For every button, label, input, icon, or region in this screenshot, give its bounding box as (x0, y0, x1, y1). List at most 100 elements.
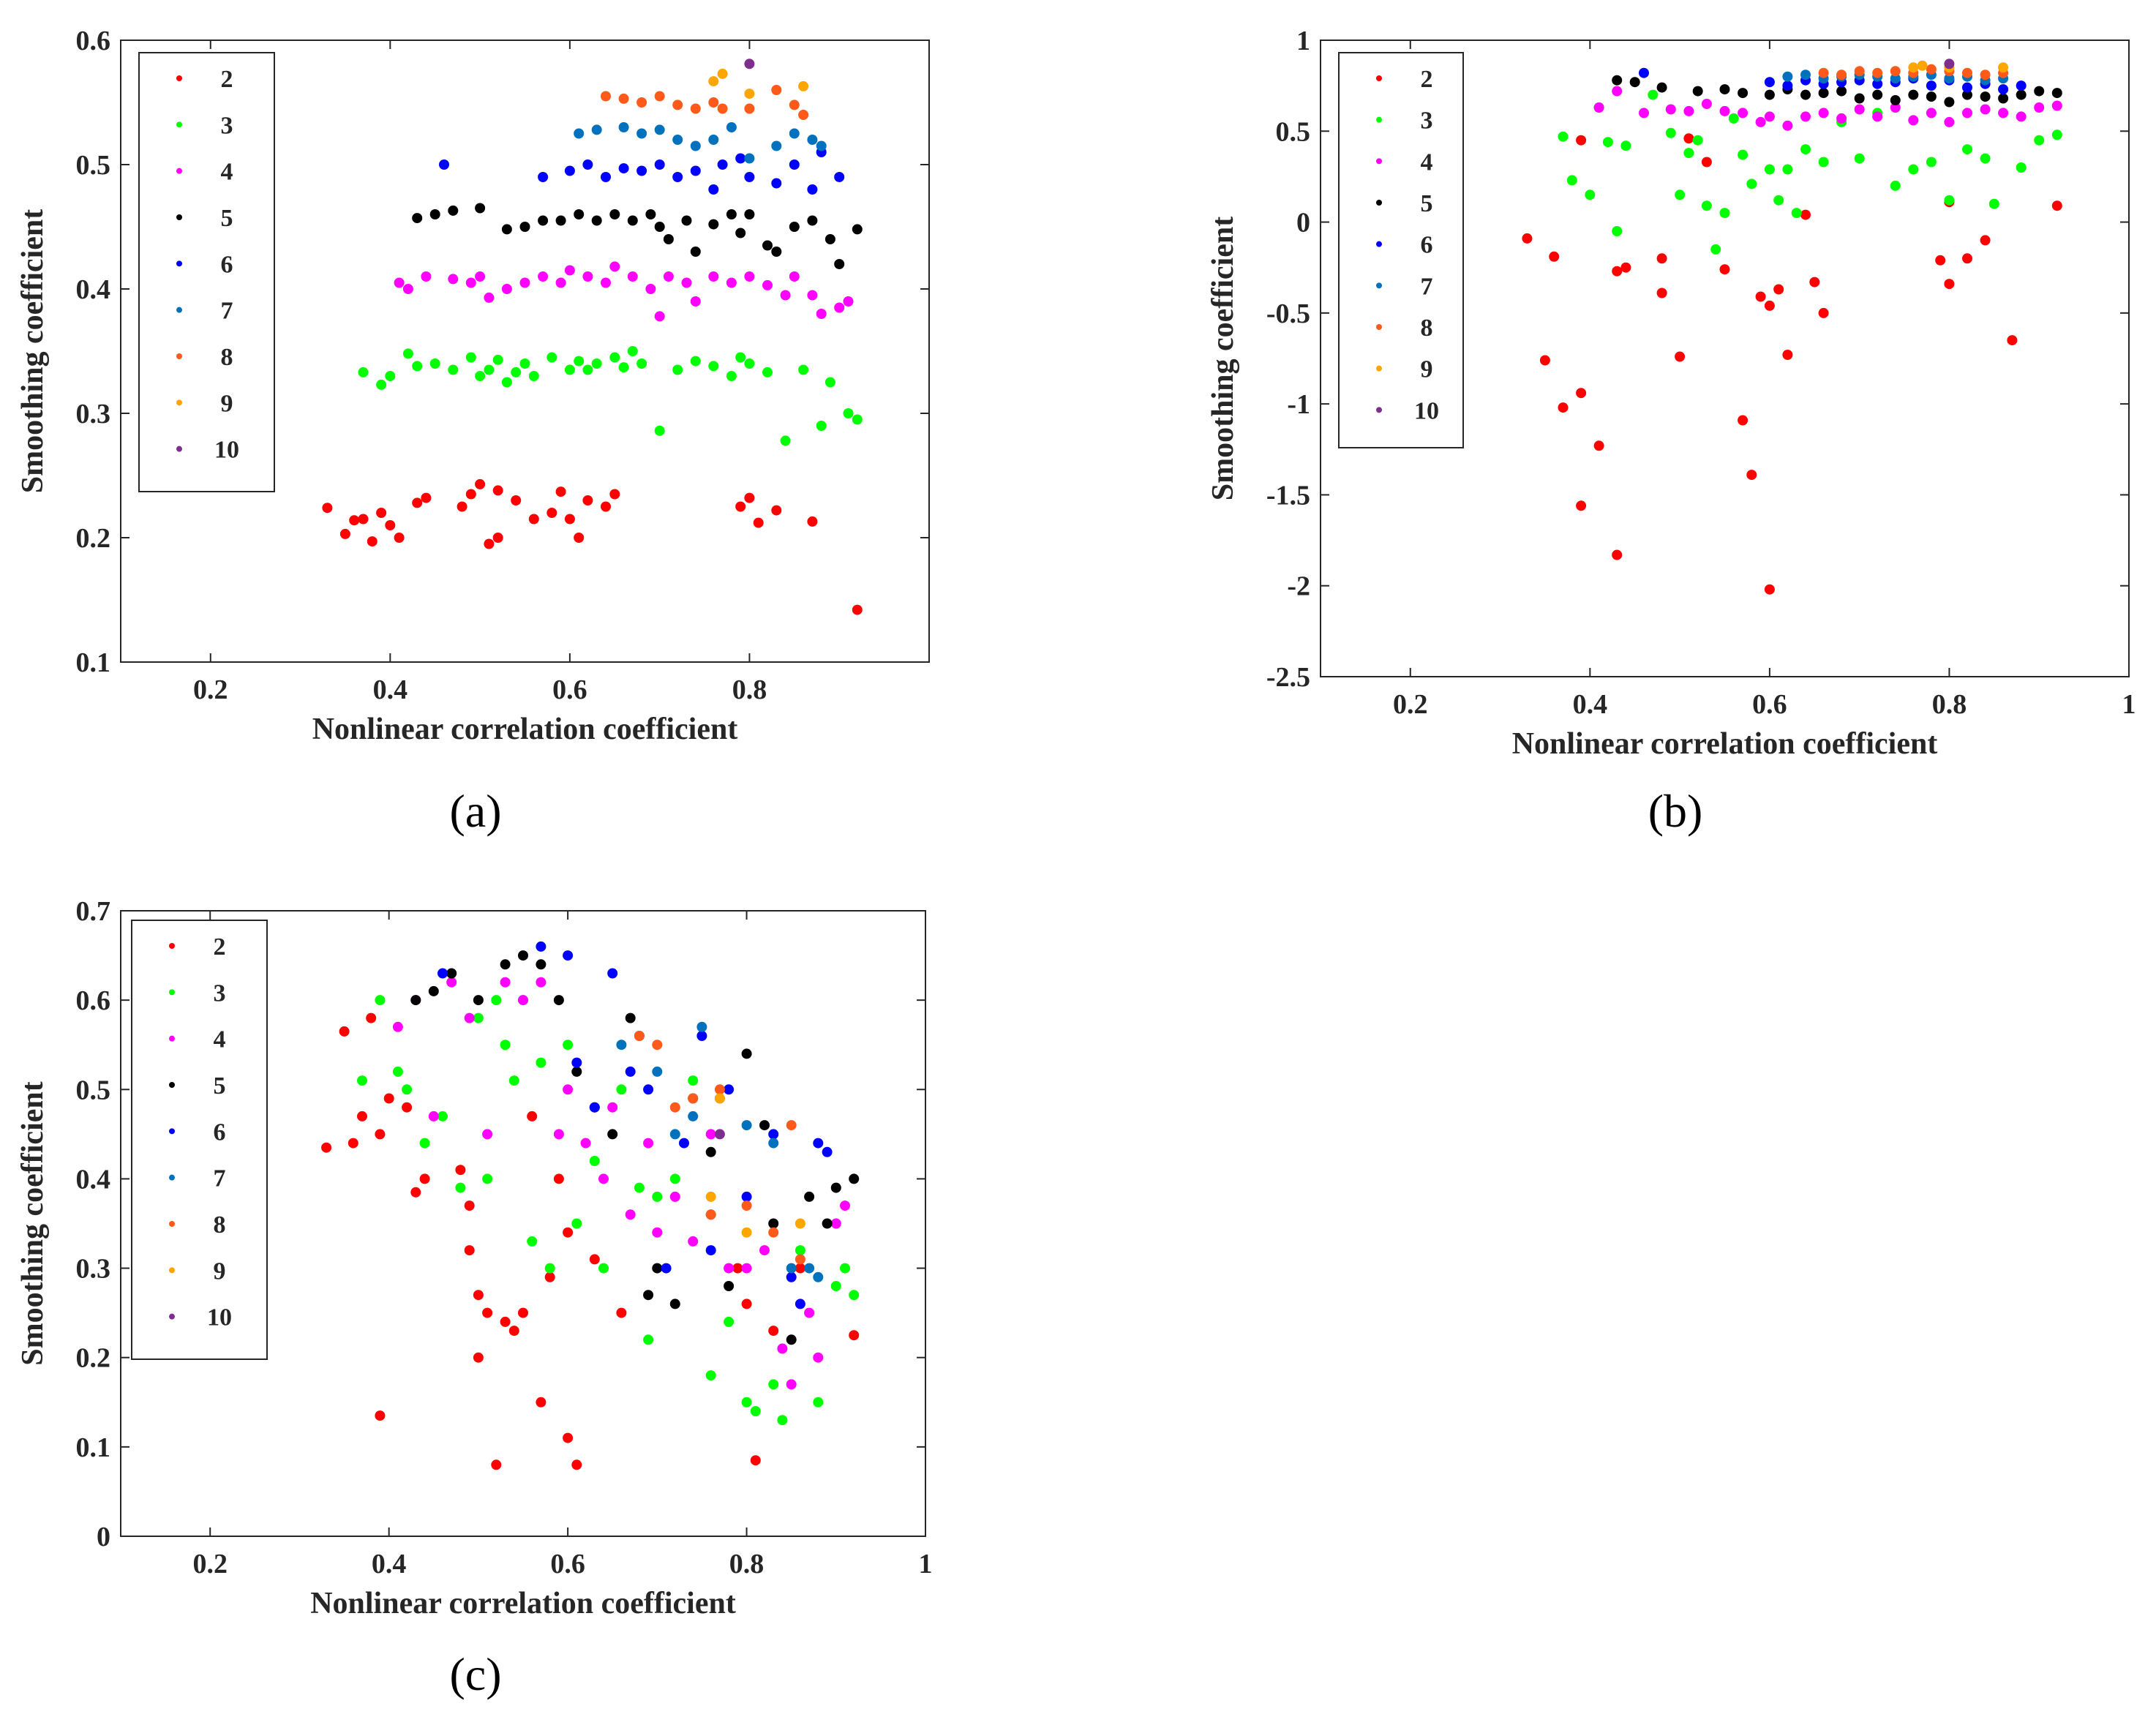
data-point-series-3 (744, 358, 755, 369)
data-point-series-6 (643, 1084, 654, 1095)
data-point-series-5 (412, 213, 423, 224)
data-point-series-2 (574, 533, 585, 543)
data-point-series-2 (571, 1459, 582, 1470)
panel-a: 0.2 0.4 0.6 0.8 0.1 0.2 0.3 0.4 0.5 0.6 Nonlinear … (16, 26, 930, 837)
data-point-series-2 (1809, 277, 1820, 288)
data-point-series-5 (759, 1120, 770, 1131)
data-point-series-3 (768, 1379, 779, 1390)
data-point-series-5 (708, 219, 719, 230)
data-point-series-3 (741, 1397, 752, 1408)
data-point-series-4 (1764, 111, 1775, 122)
data-point-series-4 (816, 309, 827, 319)
data-point-series-5 (724, 1281, 735, 1291)
data-point-series-5 (681, 215, 692, 226)
data-point-series-4 (726, 277, 737, 288)
data-point-series-5 (609, 209, 620, 219)
data-point-series-5 (1764, 89, 1775, 100)
data-point-series-5 (1836, 86, 1847, 97)
data-point-series-2 (563, 1432, 574, 1443)
data-point-series-3 (616, 1084, 627, 1095)
legend-marker (176, 399, 182, 406)
data-point-series-5 (849, 1173, 860, 1184)
legend-marker (169, 1267, 175, 1274)
data-point-series-5 (822, 1218, 833, 1229)
legend-label: 2 (1421, 66, 1433, 93)
data-point-series-5 (669, 1299, 680, 1309)
data-point-series-2 (1935, 255, 1946, 266)
legend-marker (176, 168, 182, 174)
data-point-series-5 (2051, 88, 2062, 99)
data-point-series-4 (1593, 102, 1604, 113)
x-tick-label: 0.2 (193, 674, 228, 705)
legend-label: 6 (1421, 232, 1433, 259)
data-point-series-8 (688, 1093, 699, 1104)
data-point-series-2 (1549, 251, 1560, 262)
data-point-series-2 (2051, 200, 2062, 211)
data-point-series-3 (1566, 175, 1577, 186)
data-point-series-8 (1962, 67, 1972, 78)
data-point-series-3 (2016, 162, 2027, 173)
legend-marker (1376, 75, 1382, 81)
x-tick-label: 0.2 (192, 1549, 228, 1579)
data-point-series-5 (627, 215, 638, 226)
legend-box (1338, 52, 1464, 448)
data-point-series-5 (1890, 95, 1901, 105)
legend-marker (1376, 200, 1382, 206)
data-point-series-6 (705, 1245, 716, 1256)
data-point-series-8 (744, 103, 755, 114)
legend-label: 4 (1421, 149, 1433, 176)
data-point-series-6 (786, 1271, 797, 1282)
data-point-series-4 (465, 277, 476, 288)
data-point-series-3 (750, 1406, 761, 1416)
data-point-series-2 (795, 1263, 805, 1274)
data-point-series-3 (618, 362, 629, 373)
data-point-series-3 (528, 371, 539, 381)
data-point-series-2 (555, 486, 566, 497)
data-point-series-6 (661, 1263, 672, 1274)
legend-marker (176, 260, 182, 267)
data-point-series-6 (582, 159, 593, 170)
data-point-series-6 (696, 1031, 707, 1041)
data-point-series-5 (1998, 93, 2009, 104)
data-point-series-2 (339, 1026, 350, 1037)
data-point-series-8 (786, 1120, 797, 1131)
data-point-series-4 (582, 271, 593, 282)
x-axis-title: Nonlinear correlation coefficient (310, 1587, 736, 1620)
data-point-series-4 (724, 1263, 735, 1274)
data-point-series-4 (807, 290, 818, 301)
panel-label: (a) (449, 785, 501, 837)
data-point-series-8 (601, 91, 611, 102)
data-point-series-4 (813, 1352, 824, 1363)
data-point-series-3 (813, 1397, 824, 1408)
data-point-series-6 (571, 1057, 582, 1068)
data-point-series-4 (484, 292, 495, 303)
data-point-series-3 (1908, 164, 1919, 175)
data-point-series-7 (688, 1110, 699, 1121)
data-point-series-4 (744, 271, 755, 282)
data-point-series-3 (627, 346, 638, 356)
data-point-series-10 (1944, 59, 1955, 69)
legend-label: 3 (1421, 108, 1433, 135)
data-point-series-2 (807, 516, 818, 527)
data-point-series-4 (652, 1227, 663, 1238)
data-point-series-9 (795, 1218, 805, 1229)
data-point-series-7 (744, 153, 755, 164)
y-tick-label: 0 (97, 1522, 110, 1552)
data-point-series-3 (357, 1075, 367, 1086)
data-point-series-5 (571, 1066, 582, 1077)
x-tick-label: 0.6 (552, 674, 587, 705)
legend-label: 4 (221, 159, 233, 186)
legend-marker (1376, 116, 1382, 123)
data-point-series-2 (321, 1142, 332, 1153)
y-tick-label: -1.5 (1266, 480, 1310, 511)
data-point-series-3 (636, 358, 647, 369)
data-point-series-4 (428, 1110, 439, 1121)
data-point-series-4 (1639, 108, 1649, 119)
data-point-series-4 (475, 271, 486, 282)
data-point-series-8 (672, 99, 683, 110)
data-point-series-6 (690, 165, 701, 176)
data-point-series-4 (2034, 102, 2045, 113)
data-point-series-5 (518, 950, 528, 961)
data-point-series-6 (1962, 82, 1972, 93)
data-point-series-3 (598, 1263, 609, 1274)
